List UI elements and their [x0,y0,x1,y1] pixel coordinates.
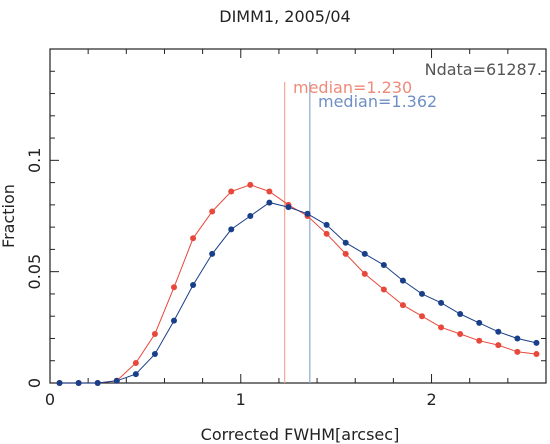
median-label-red: median=1.230 [293,78,412,97]
data-point [457,331,464,338]
y-tick-label: 0.1 [25,148,44,173]
data-point [323,230,330,237]
data-point [380,261,387,268]
data-point [495,342,502,349]
data-point [361,250,368,257]
data-point [476,337,483,344]
series-line [59,202,537,384]
data-point [514,335,521,342]
data-point [457,310,464,317]
data-point [342,250,349,257]
data-point [113,377,120,384]
data-point [266,199,273,206]
plot-frame [49,48,547,384]
x-tick-label: 2 [426,390,436,409]
data-point [151,331,158,338]
x-axis-label: Corrected FWHM[arcsec] [201,425,400,444]
median-lines [284,82,311,383]
data-point [495,328,502,335]
data-point [533,351,540,358]
data-point [209,208,216,215]
data-point [266,188,273,195]
median-label-blue: median=1.362 [318,92,437,111]
chart-title: DIMM1, 2005/04 [219,7,350,26]
data-point [247,181,254,188]
data-point [285,204,292,211]
data-point [380,286,387,293]
y-tick-label: 0.05 [25,254,44,290]
data-point [533,339,540,346]
data-point [399,277,406,284]
axis-ticks: 0 1 2 0 0.05 0.1 [25,49,546,409]
series-layer [56,181,540,386]
data-point [75,380,82,386]
series-line [59,184,537,384]
data-point [304,210,311,217]
y-axis-label: Fraction [0,184,18,248]
data-point [171,317,177,324]
data-point [56,380,63,386]
data-point [132,371,139,378]
x-tick-label: 1 [236,390,246,409]
ndata-label: Ndata=61287. [425,60,542,79]
data-point [419,313,425,320]
data-point [151,351,158,358]
data-point [514,348,521,355]
data-point [419,290,425,297]
data-point [228,226,235,233]
y-tick-label: 0 [25,378,44,388]
data-point [228,188,235,195]
data-point [132,359,139,366]
data-point [171,284,177,291]
data-point [209,250,216,257]
data-point [323,221,330,228]
x-tick-label: 0 [45,390,55,409]
data-point [438,299,445,306]
data-point [399,302,406,309]
data-point [438,324,445,331]
data-point [476,319,483,326]
data-point [190,235,197,242]
data-point [342,239,349,246]
data-point [247,213,254,219]
data-point [190,282,197,289]
data-point [361,270,368,277]
data-point [94,380,101,386]
